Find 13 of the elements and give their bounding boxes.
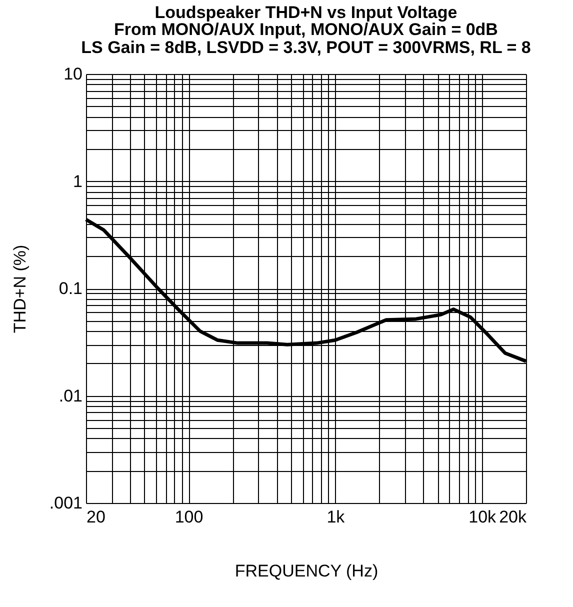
x-tick-label: 10k	[468, 508, 497, 526]
y-tick-label: 1	[73, 172, 82, 191]
x-tick-label: 20	[86, 508, 106, 526]
y-tick-label: .001	[49, 494, 82, 512]
y-tick-label: .01	[58, 386, 82, 406]
x-tick-label: 100	[174, 508, 204, 526]
y-tick-label: 0.1	[58, 279, 82, 298]
x-tick-label: 1k	[326, 508, 346, 526]
y-tick-label: 10	[64, 64, 82, 84]
x-axis-title: FREQUENCY (Hz)	[234, 562, 378, 580]
chart-title: Loudspeaker THD+N vs Input Voltage	[154, 3, 458, 22]
y-axis-title: THD+N (%)	[10, 244, 30, 334]
x-tick-label: 20k	[499, 508, 527, 526]
